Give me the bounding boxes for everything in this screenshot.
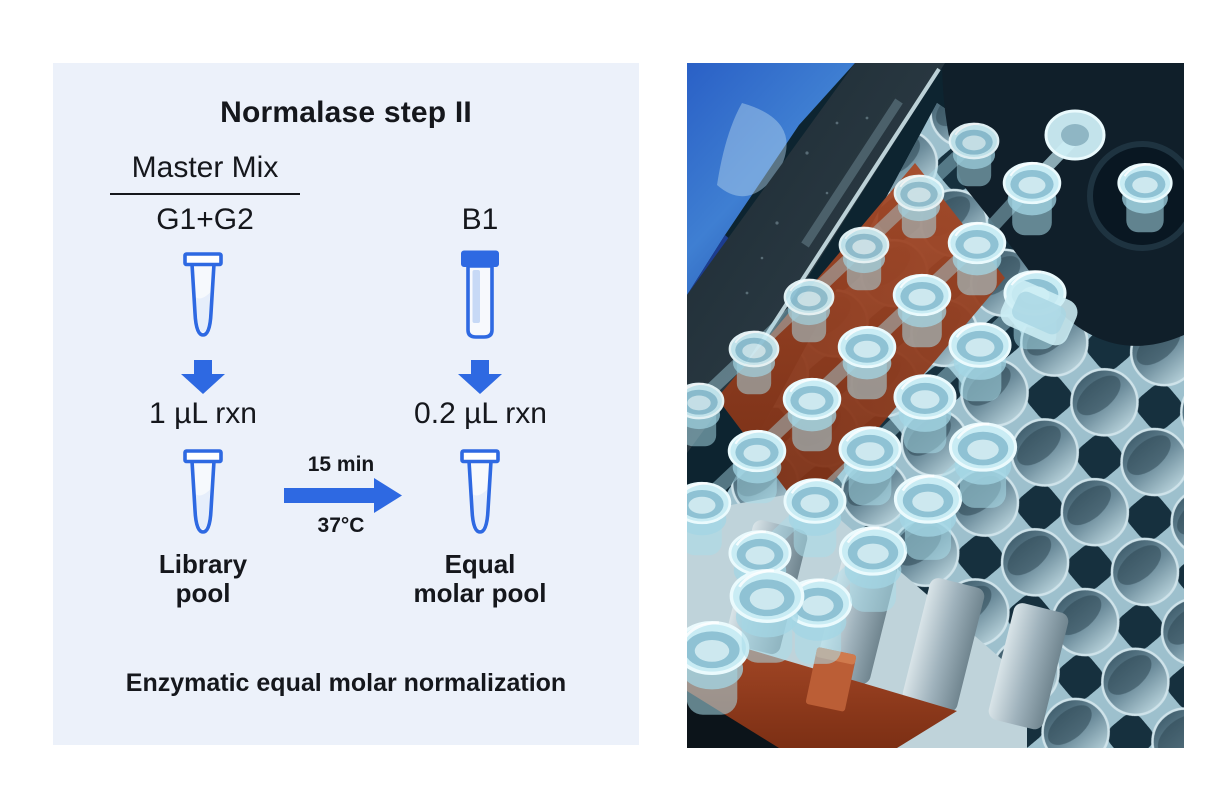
diagram-panel: Normalase step II Master Mix G1+G2 B1 1 … (53, 63, 639, 745)
pool-left-label: Library pool (118, 550, 288, 608)
pool-right-label: Equal molar pool (385, 550, 575, 608)
rxn-left-label: 1 µL rxn (149, 397, 257, 430)
caption-label: Enzymatic equal molar normalization (125, 669, 567, 697)
rxn-right-label: 0.2 µL rxn (414, 397, 547, 430)
panel-title: Normalase step II (220, 96, 472, 129)
microcentrifuge-tube-icon (460, 449, 500, 534)
reaction-temp-label: 37°C (317, 514, 365, 537)
reaction-time-label: 15 min (307, 453, 375, 476)
pcr-tube-strips (687, 109, 1174, 717)
reaction-arrow-icon (284, 478, 402, 513)
pool-left-line1: Library (158, 549, 248, 579)
down-arrow-icon (181, 360, 225, 394)
microcentrifuge-tube-icon (183, 449, 223, 534)
source-right-label: B1 (461, 203, 499, 236)
down-arrow-icon (458, 360, 502, 394)
pool-right-line2: molar pool (413, 578, 547, 608)
pool-left-line2: pool (175, 578, 231, 608)
source-left-label: G1+G2 (156, 203, 254, 236)
loose-cap (1000, 280, 1078, 346)
pool-right-line1: Equal (444, 549, 516, 579)
plate-photo (687, 63, 1184, 748)
microcentrifuge-tube-icon (183, 252, 223, 337)
open-cap-tube (1001, 109, 1106, 237)
master-mix-label: Master Mix (110, 151, 300, 195)
screw-cap-tube-icon (461, 250, 499, 339)
